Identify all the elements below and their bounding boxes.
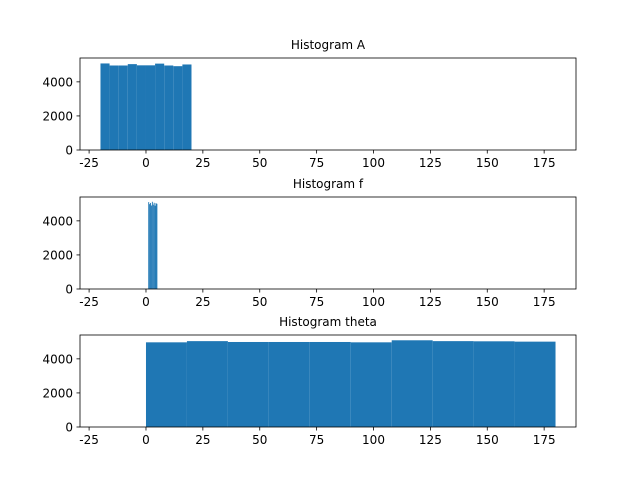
x-tick-label: 125 [419, 433, 442, 447]
histogram-bar [432, 341, 474, 427]
histogram-bar [150, 205, 152, 289]
x-tick-label: 50 [252, 433, 267, 447]
histogram-bar [152, 204, 154, 289]
x-tick-label: 50 [252, 156, 267, 170]
histogram-bar [145, 342, 187, 427]
axes-frame [79, 57, 577, 151]
x-tick-label: 0 [142, 433, 150, 447]
chart-panel-2: Histogram f -25 0 25 50 75 100 125 150 175 0 2000 40… [42, 177, 577, 309]
histogram-bar [156, 203, 158, 289]
histogram-bar [155, 63, 165, 150]
chart-panel-1: Histogram A -25 0 25 50 75 100 125 150 175 0 2000 40… [42, 38, 577, 170]
y-tick-label: 4000 [42, 352, 73, 366]
y-tick-label: 2000 [42, 109, 73, 123]
histogram-bar [227, 341, 269, 427]
x-tick-label: 25 [195, 433, 210, 447]
y-tick-label: 0 [65, 421, 73, 435]
histogram-bar [391, 340, 433, 427]
histogram-bar [148, 202, 150, 289]
chart-title: Histogram theta [279, 315, 377, 329]
histogram-bar [118, 65, 128, 150]
chart-title: Histogram f [293, 177, 364, 191]
y-tick-label: 2000 [42, 248, 73, 262]
histogram-bar [154, 205, 156, 289]
histogram-bar [473, 341, 515, 427]
x-tick-label: 100 [362, 433, 385, 447]
x-tick-label: -25 [79, 295, 99, 309]
x-tick-label: 150 [476, 156, 499, 170]
chart-title: Histogram A [291, 38, 366, 52]
x-tick-label: 25 [195, 295, 210, 309]
x-tick-label: 125 [419, 295, 442, 309]
y-tick-label: 4000 [42, 75, 73, 89]
histogram-bar [182, 64, 192, 150]
x-tick-label: 75 [309, 295, 324, 309]
x-tick-label: 50 [252, 295, 267, 309]
histogram-bar [151, 201, 153, 289]
y-tick-label: 2000 [42, 386, 73, 400]
histogram-bar [149, 204, 151, 289]
x-tick-label: 150 [476, 295, 499, 309]
histogram-bar [164, 65, 174, 150]
x-tick-label: -25 [79, 156, 99, 170]
x-tick-label: 0 [142, 156, 150, 170]
histogram-bar [309, 341, 351, 427]
x-tick-label: 100 [362, 295, 385, 309]
x-tick-label: 0 [142, 295, 150, 309]
histogram-bar [100, 63, 110, 150]
x-tick-label: 75 [309, 156, 324, 170]
histogram-bar [153, 202, 155, 289]
x-tick-label: 125 [419, 156, 442, 170]
x-tick-label: 175 [533, 156, 556, 170]
x-tick-label: -25 [79, 433, 99, 447]
histogram-bar [186, 341, 228, 427]
histogram-bar [127, 64, 137, 150]
histogram-bar [268, 341, 310, 427]
histogram-bar [109, 65, 119, 150]
histogram-bar [350, 342, 392, 427]
y-tick-label: 0 [65, 144, 73, 158]
x-tick-label: 175 [533, 295, 556, 309]
histogram-bar [136, 65, 146, 150]
x-tick-label: 100 [362, 156, 385, 170]
x-tick-label: 150 [476, 433, 499, 447]
axes-frame [79, 334, 577, 428]
y-tick-label: 4000 [42, 214, 73, 228]
x-tick-label: 25 [195, 156, 210, 170]
histogram-bar [514, 341, 556, 427]
histogram-bar [150, 202, 151, 289]
x-tick-label: 175 [533, 433, 556, 447]
histogram-bar [155, 203, 157, 289]
chart-panel-3: Histogram theta -25 0 25 50 75 100 125 150 175 0 20… [42, 315, 577, 447]
x-tick-label: 75 [309, 433, 324, 447]
y-tick-label: 0 [65, 283, 73, 297]
axes-frame [79, 196, 577, 290]
histogram-bar [145, 65, 156, 150]
histogram-bar [173, 66, 183, 150]
